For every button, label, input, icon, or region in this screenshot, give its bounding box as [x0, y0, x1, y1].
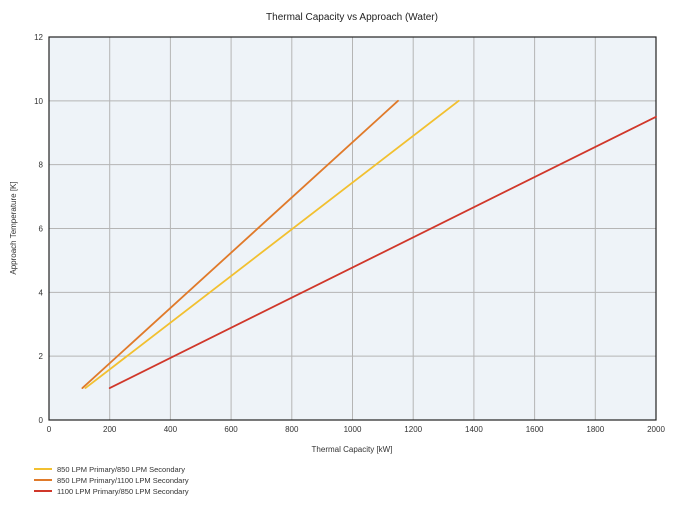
x-tick-label: 800: [285, 425, 299, 434]
plot-border: [48, 36, 657, 421]
x-tick-label: 1200: [404, 425, 422, 434]
legend-label: 1100 LPM Primary/850 LPM Secondary: [57, 487, 189, 496]
y-tick-label: 10: [34, 97, 43, 106]
x-tick-label: 600: [224, 425, 238, 434]
y-tick-label: 12: [34, 33, 43, 42]
series-line: [84, 99, 460, 389]
series-group: [81, 99, 657, 389]
y-tick-labels: 0 2 4 6 8 10 12: [34, 33, 43, 425]
x-tick-label: 1000: [344, 425, 362, 434]
x-tick-label: 1800: [586, 425, 604, 434]
y-tick-label: 2: [39, 352, 44, 361]
x-tick-label: 200: [103, 425, 117, 434]
legend-label: 850 LPM Primary/850 LPM Secondary: [57, 465, 185, 474]
x-tick-label: 1600: [526, 425, 544, 434]
x-tick-label: 0: [47, 425, 52, 434]
chart-title: Thermal Capacity vs Approach (Water): [266, 12, 438, 23]
legend: 850 LPM Primary/850 LPM Secondary 850 LPM…: [34, 465, 189, 496]
x-tick-label: 1400: [465, 425, 483, 434]
y-tick-label: 6: [39, 225, 44, 234]
x-tick-labels: 0 200 400 600 800 1000 1200 1400 1600 1800 2000: [47, 425, 666, 434]
series-line: [108, 115, 657, 389]
y-tick-label: 0: [39, 416, 44, 425]
series-line: [81, 99, 399, 389]
y-axis-label: Approach Temperature [K]: [9, 181, 18, 274]
y-tick-label: 4: [39, 288, 44, 297]
x-axis-label: Thermal Capacity [kW]: [312, 445, 393, 454]
y-tick-label: 8: [39, 161, 44, 170]
legend-label: 850 LPM Primary/1100 LPM Secondary: [57, 476, 189, 485]
x-tick-label: 400: [164, 425, 178, 434]
x-tick-label: 2000: [647, 425, 665, 434]
